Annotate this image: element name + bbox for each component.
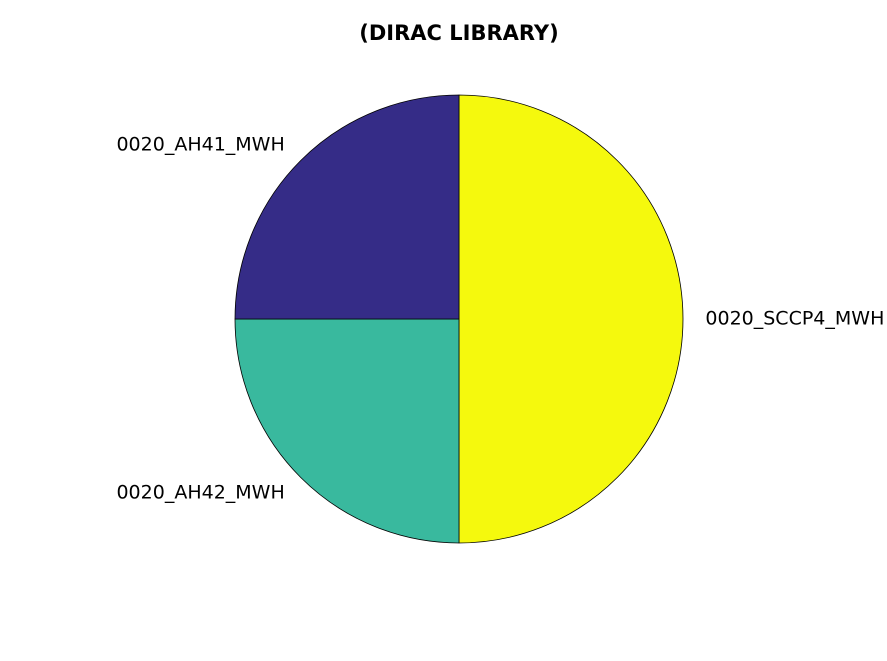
slice-label-0020-sccp4-mwh: 0020_SCCP4_MWH xyxy=(705,308,884,330)
pie-slice-0020-sccp4-mwh xyxy=(458,94,684,544)
chart-title: (DIRAC LIBRARY) xyxy=(359,21,558,45)
slice-label-0020-ah42-mwh: 0020_AH42_MWH xyxy=(116,482,284,504)
pie-slice-0020-ah41-mwh xyxy=(234,94,460,320)
slice-label-0020-ah41-mwh: 0020_AH41_MWH xyxy=(116,133,284,155)
pie-slice-0020-ah42-mwh xyxy=(234,318,460,544)
